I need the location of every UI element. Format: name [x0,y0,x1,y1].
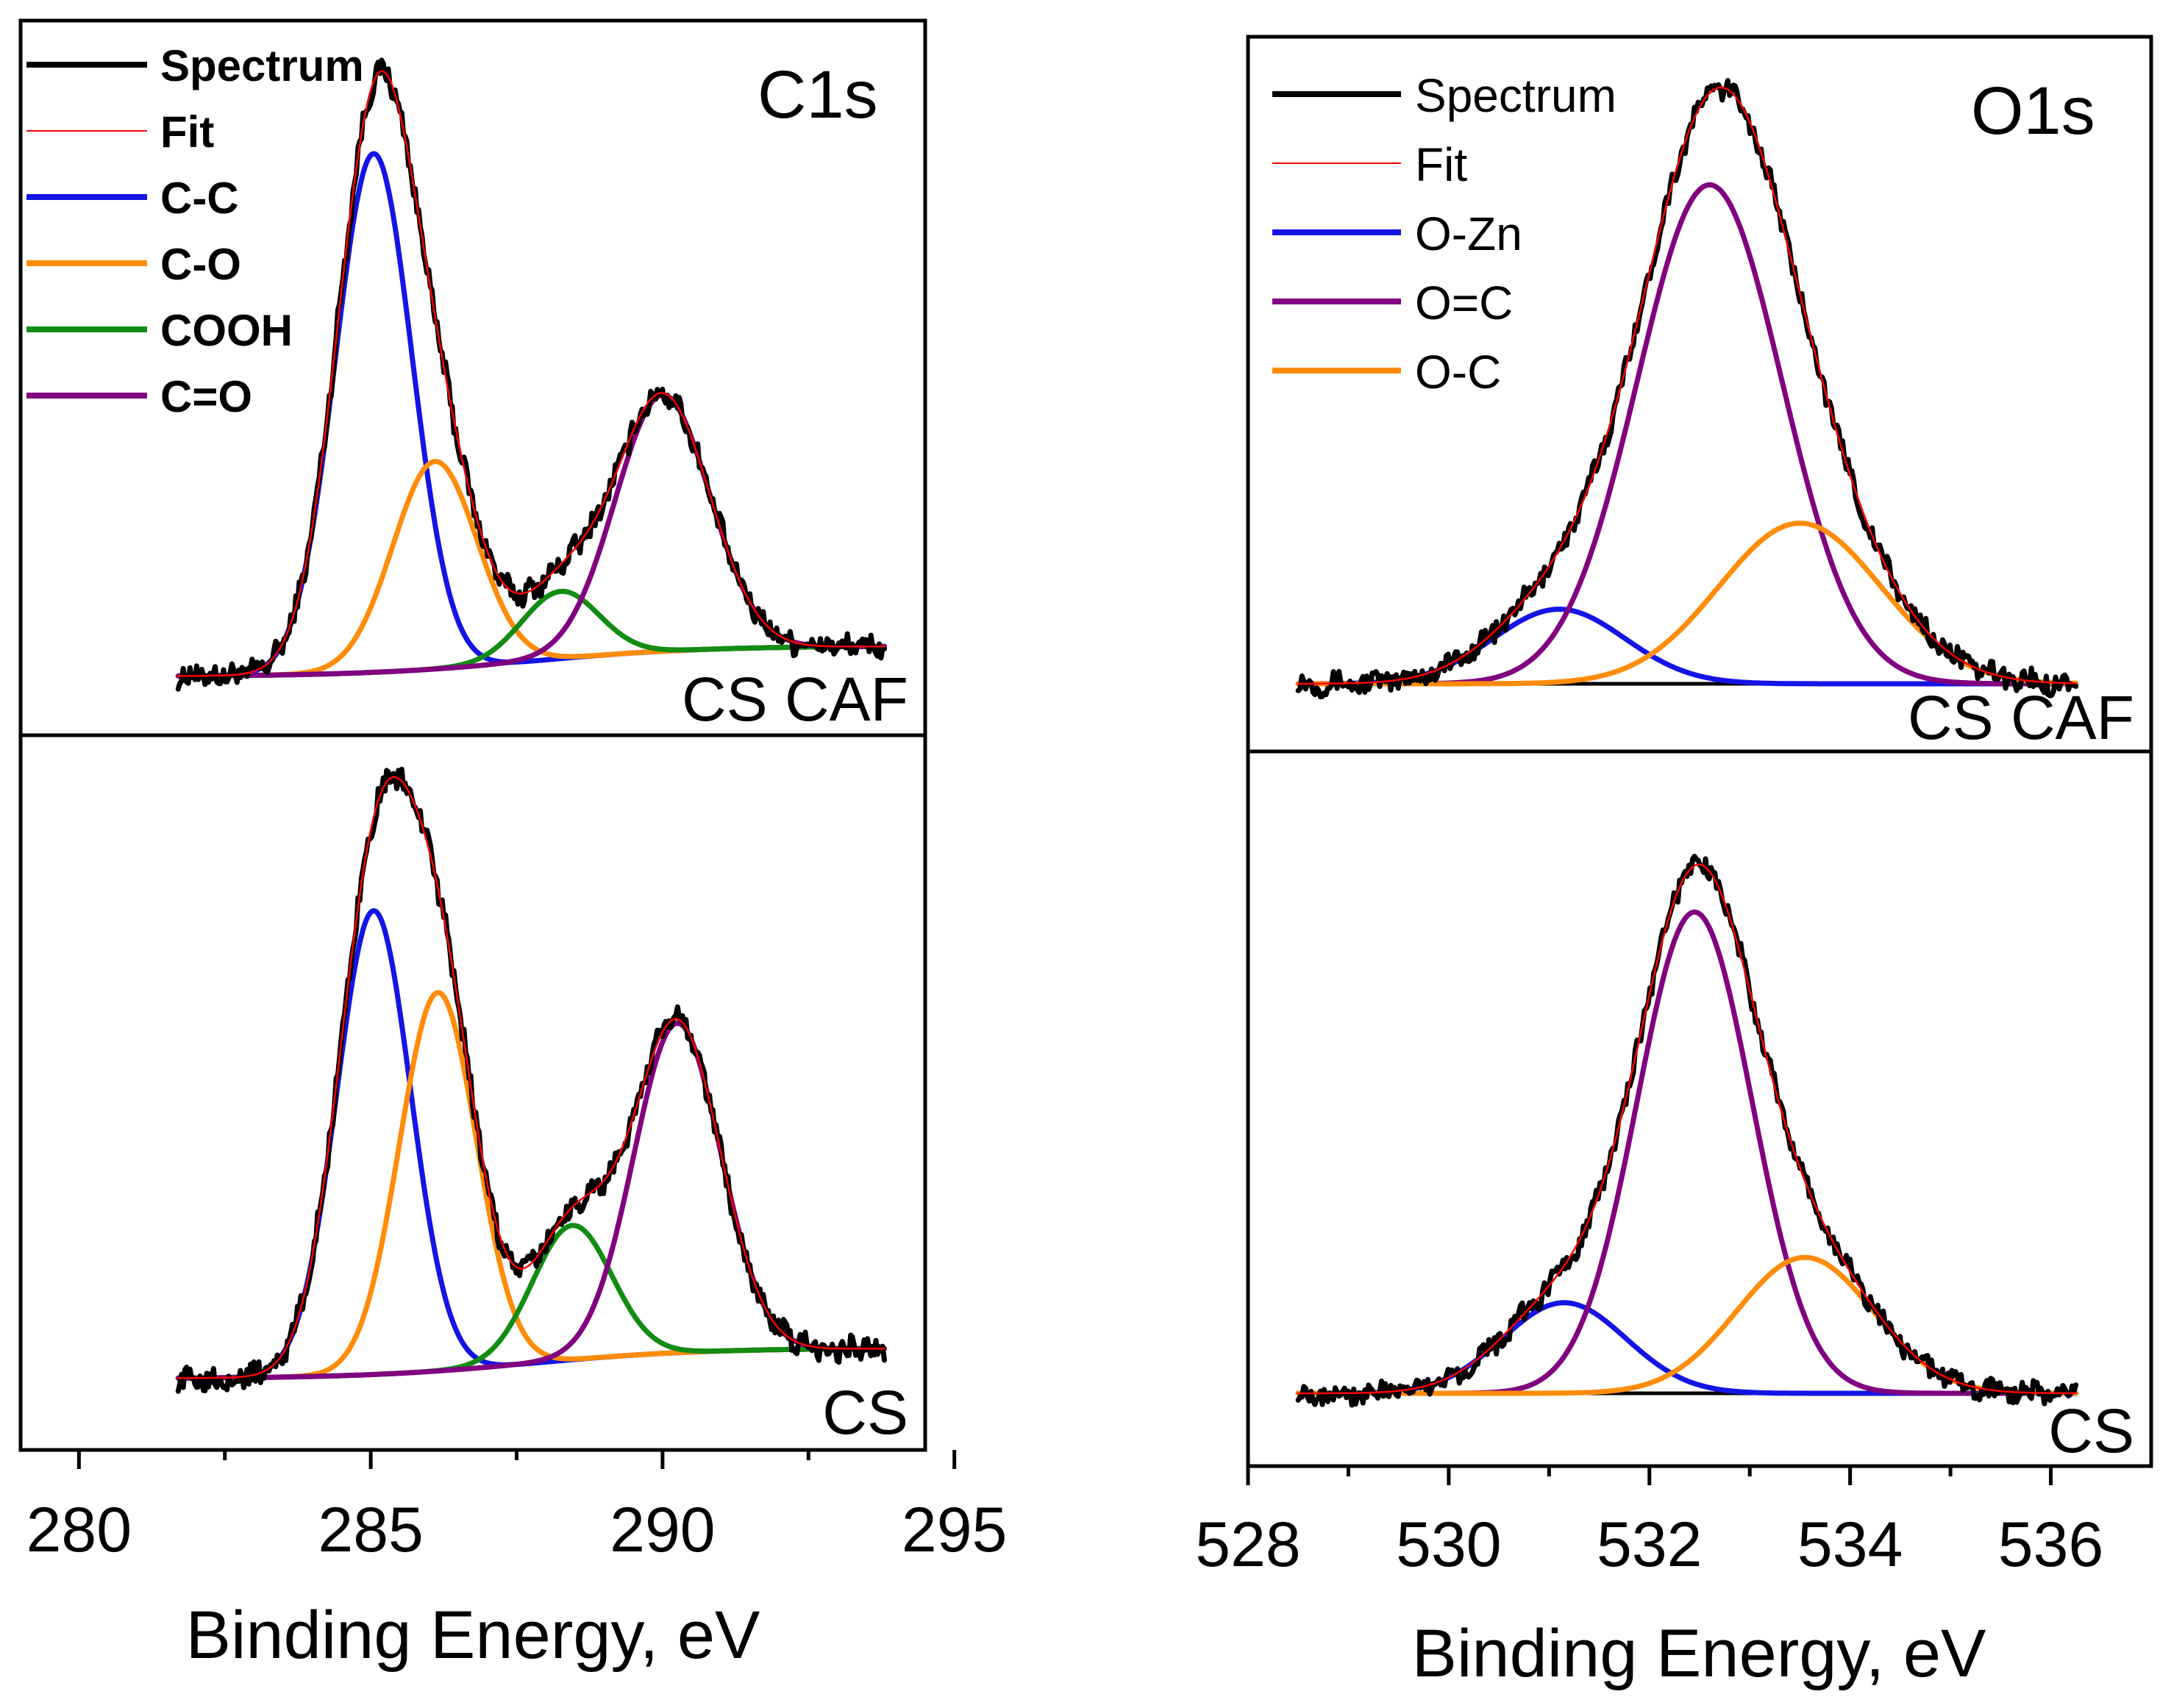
o1s-legend-label-oc: O-C [1415,346,1501,399]
o1s-bottom-frame [1246,749,2153,1468]
o1s-legend-label-o-double-c: O=C [1415,276,1513,329]
c1s-bottom-plot [175,766,887,1394]
x-tick-label-534: 534 [1797,1509,1903,1580]
series-line-o-double-c [1295,910,2079,1396]
c1s-x-axis-title: Binding Energy, eV [186,1598,760,1673]
o1s-legend-label-ozn: O-Zn [1415,207,1522,260]
c1s-legend: Spectrum Fit C-C C-O COOH C=O [26,41,364,421]
x-tick-label-285: 285 [318,1495,424,1565]
o1s-bottom-sample-label: CS [2048,1396,2134,1465]
c1s-legend-label-spectrum: Spectrum [160,41,364,90]
x-tick-label-290: 290 [610,1495,716,1565]
x-tick-label-295: 295 [902,1495,1008,1565]
c1s-legend-label-cooh: COOH [160,306,293,355]
series-line-fit [177,776,885,1379]
series-line-c-c [175,151,887,679]
series-line-spectrum [175,766,887,1394]
c1s-legend-label-fit: Fit [160,107,214,157]
x-tick-label-280: 280 [26,1495,132,1565]
series-line-fit [1297,863,2077,1395]
c1s-title: C1s [757,57,878,132]
series-line-fit [1297,86,2077,685]
o1s-x-axis-title: Binding Energy, eV [1412,1616,1986,1691]
o1s-bottom-plot [1295,854,2079,1408]
x-tick-label-532: 532 [1597,1509,1703,1580]
series-line-spectrum [1295,854,2079,1408]
x-tick-label-528: 528 [1195,1509,1301,1580]
o1s-top-plot [1295,78,2079,700]
c1s-legend-label-c-double-o: C=O [160,372,252,421]
c1s-top-sample-label: CS CAF [682,665,908,734]
c1s-top-plot [175,57,887,692]
o1s-x-axis: 528 530 532 534 536 [1195,1466,2103,1580]
series-line-c-c [175,908,887,1381]
o1s-legend: Spectrum Fit O-Zn O=C O-C [1272,69,1616,399]
x-tick-label-536: 536 [1998,1509,2104,1580]
o1s-chart: 528 530 532 534 536 O1s CS CAF CS Binding En… [1195,35,2153,1691]
o1s-legend-label-fit: Fit [1415,138,1467,191]
o1s-top-sample-label: CS CAF [1908,683,2134,752]
c1s-legend-label-co: C-O [160,240,241,289]
o1s-title: O1s [1971,74,2095,149]
c1s-chart: 280 285 290 295 C1s CS CAF CS Binding Energ… [18,18,1008,1673]
series-line-spectrum [175,57,887,692]
series-line-fit [177,70,885,677]
c1s-bottom-frame [18,733,927,1452]
c1s-x-axis: 280 285 290 295 [26,1450,1008,1565]
x-tick-label-530: 530 [1396,1509,1502,1580]
o1s-legend-label-spectrum: Spectrum [1415,69,1616,122]
c1s-bottom-sample-label: CS [822,1378,908,1447]
c1s-legend-label-cc: C-C [160,174,239,223]
